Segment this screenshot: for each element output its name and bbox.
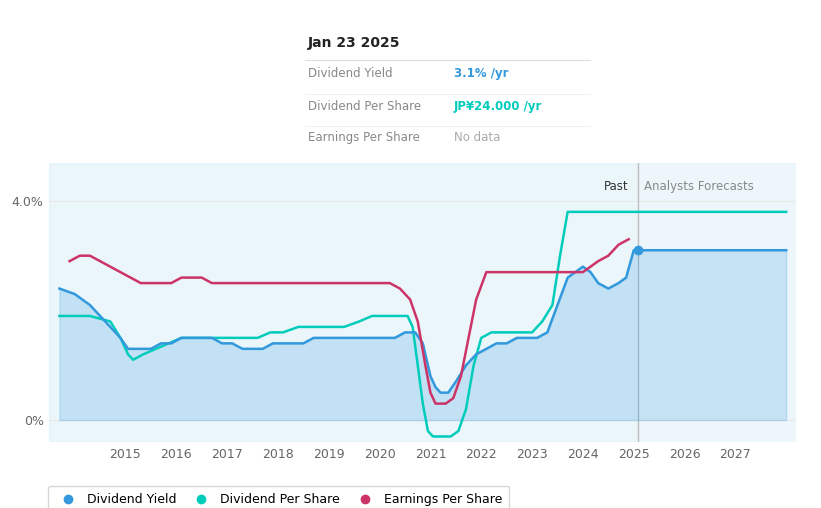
- Bar: [49, 163, 638, 442]
- Legend: Dividend Yield, Dividend Per Share, Earnings Per Share: Dividend Yield, Dividend Per Share, Earn…: [48, 486, 509, 508]
- Text: No data: No data: [453, 131, 500, 144]
- Bar: [638, 163, 796, 442]
- Text: Dividend Yield: Dividend Yield: [308, 67, 392, 80]
- Text: 3.1% /yr: 3.1% /yr: [453, 67, 508, 80]
- Text: Earnings Per Share: Earnings Per Share: [308, 131, 420, 144]
- Text: Past: Past: [604, 180, 629, 193]
- Text: Analysts Forecasts: Analysts Forecasts: [644, 180, 754, 193]
- Text: JP¥24.000 /yr: JP¥24.000 /yr: [453, 100, 542, 113]
- Text: Jan 23 2025: Jan 23 2025: [308, 36, 400, 50]
- Text: Dividend Per Share: Dividend Per Share: [308, 100, 421, 113]
